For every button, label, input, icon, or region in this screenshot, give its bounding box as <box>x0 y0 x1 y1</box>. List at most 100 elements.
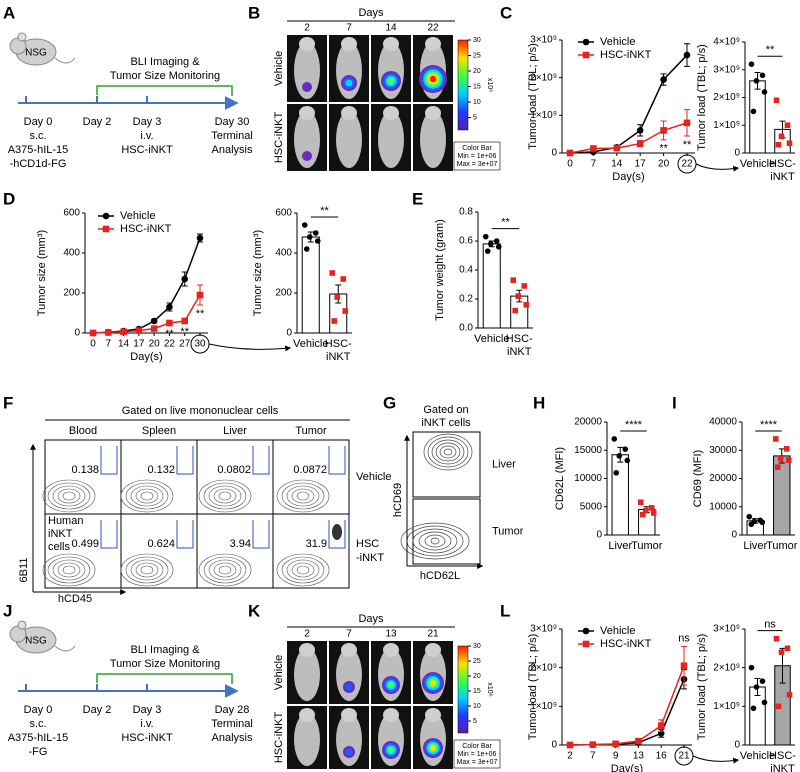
mouse-head <box>299 37 315 51</box>
gate-label: Human <box>48 515 83 527</box>
data-point <box>748 664 755 671</box>
data-point <box>120 328 127 336</box>
data-point <box>783 446 790 452</box>
data-point <box>329 270 336 276</box>
y-tick-label: 15000 <box>574 445 602 456</box>
contour <box>218 491 232 501</box>
legend-label: HSC-iNKT <box>600 638 652 650</box>
contour <box>281 556 325 584</box>
group-label: Vehicle <box>273 655 285 690</box>
contour <box>439 445 457 459</box>
data-point <box>759 519 766 526</box>
contour <box>424 534 446 548</box>
legend-label: HSC-iNKT <box>120 223 172 235</box>
event-label: A375-hIL-15 <box>8 732 69 744</box>
colorbar-tick-label: 15 <box>473 688 481 695</box>
gating-title: Gated on live mononuclear cells <box>122 405 279 417</box>
colorbar-note: Min = 1e+06 <box>458 751 497 758</box>
x-tick-label: 7 <box>106 339 112 350</box>
tissue-label: Tumor <box>492 525 524 537</box>
mouse-head <box>341 106 357 120</box>
mouse-silhouette <box>294 713 320 766</box>
group-label: -iNKT <box>356 552 384 564</box>
colorbar-tick-label: 5 <box>473 718 477 725</box>
x-tick-label: 22 <box>681 159 693 170</box>
y-axis-title: hCD69 <box>392 483 404 517</box>
significance: ** <box>196 308 205 320</box>
colorbar-tick-label: 30 <box>473 643 481 650</box>
x-tick-label: 0 <box>90 339 96 350</box>
event-label: Terminal <box>211 130 253 142</box>
y-tick-label: 0.0 <box>459 323 473 334</box>
x-tick-label: Vehicle <box>740 750 775 762</box>
data-point <box>657 722 665 729</box>
y-tick-label: 40000 <box>709 417 737 428</box>
gate <box>252 446 270 475</box>
day-label: 7 <box>346 23 352 34</box>
y-tick-label: 0.8 <box>459 207 473 218</box>
mouse-silhouette <box>336 713 362 766</box>
flow-plot <box>412 431 481 498</box>
data-point <box>650 510 657 516</box>
colorbar-note: Color Bar <box>462 743 492 750</box>
data-point <box>512 307 519 314</box>
event-label: -FG <box>29 746 48 758</box>
y-tick-label: 0 <box>734 148 740 159</box>
data-point <box>613 144 621 152</box>
group-label: Vehicle <box>356 471 391 483</box>
legend-marker <box>102 212 110 220</box>
mouse-ear <box>17 620 27 630</box>
x-tick-label: 7 <box>590 751 596 762</box>
contour <box>430 537 440 545</box>
data-point <box>89 329 97 337</box>
legend-marker <box>582 640 590 648</box>
colorbar-unit: x10⁶ <box>486 78 493 92</box>
data-point <box>196 291 204 299</box>
data-point <box>750 108 757 115</box>
contour <box>130 485 164 507</box>
monitor-label: Tumor Size Monitoring <box>110 70 220 82</box>
contour <box>208 559 242 581</box>
data-point <box>135 327 143 334</box>
mouse-tail <box>54 57 76 64</box>
data-point <box>590 145 597 152</box>
day-label: 22 <box>427 23 439 34</box>
data-point <box>774 464 781 470</box>
x-axis-title: hCD45 <box>58 593 92 605</box>
flow-plot <box>412 498 481 565</box>
data-point <box>166 319 173 327</box>
contour <box>52 559 86 581</box>
panel-letter: B <box>248 3 260 22</box>
x-tick-label: Vehicle <box>740 158 775 170</box>
colorbar-box <box>453 739 501 769</box>
colorbar-unit: x10⁶ <box>486 682 493 696</box>
panel-letter: D <box>3 189 15 208</box>
data-point <box>515 293 522 299</box>
flow-plot <box>272 439 350 515</box>
days-header: Days <box>358 7 384 19</box>
day-label: 14 <box>385 23 397 34</box>
y-tick-label: 1×10⁹ <box>713 120 740 131</box>
bli-signal <box>388 682 394 688</box>
data-point <box>642 507 649 514</box>
contour <box>412 528 458 554</box>
data-point <box>639 511 646 518</box>
gate <box>328 446 346 475</box>
x-axis-title: hCD62L <box>420 570 460 582</box>
colorbar-note: Color Bar <box>462 145 492 152</box>
mouse-label: NSG <box>25 636 47 647</box>
data-point <box>150 317 158 325</box>
data-point <box>150 325 158 332</box>
event-label: HSC-iNKT <box>121 732 173 744</box>
data-point <box>611 436 618 442</box>
days-header: Days <box>358 613 384 625</box>
data-point <box>482 233 489 240</box>
data-point <box>683 51 691 59</box>
contour <box>140 565 154 575</box>
data-point <box>487 241 494 247</box>
y-tick-label: 4×10⁹ <box>713 37 740 48</box>
data-point <box>301 222 308 228</box>
panel-letter: J <box>3 601 12 620</box>
y-tick-label: 400 <box>275 248 292 259</box>
mouse-silhouette <box>336 111 362 168</box>
